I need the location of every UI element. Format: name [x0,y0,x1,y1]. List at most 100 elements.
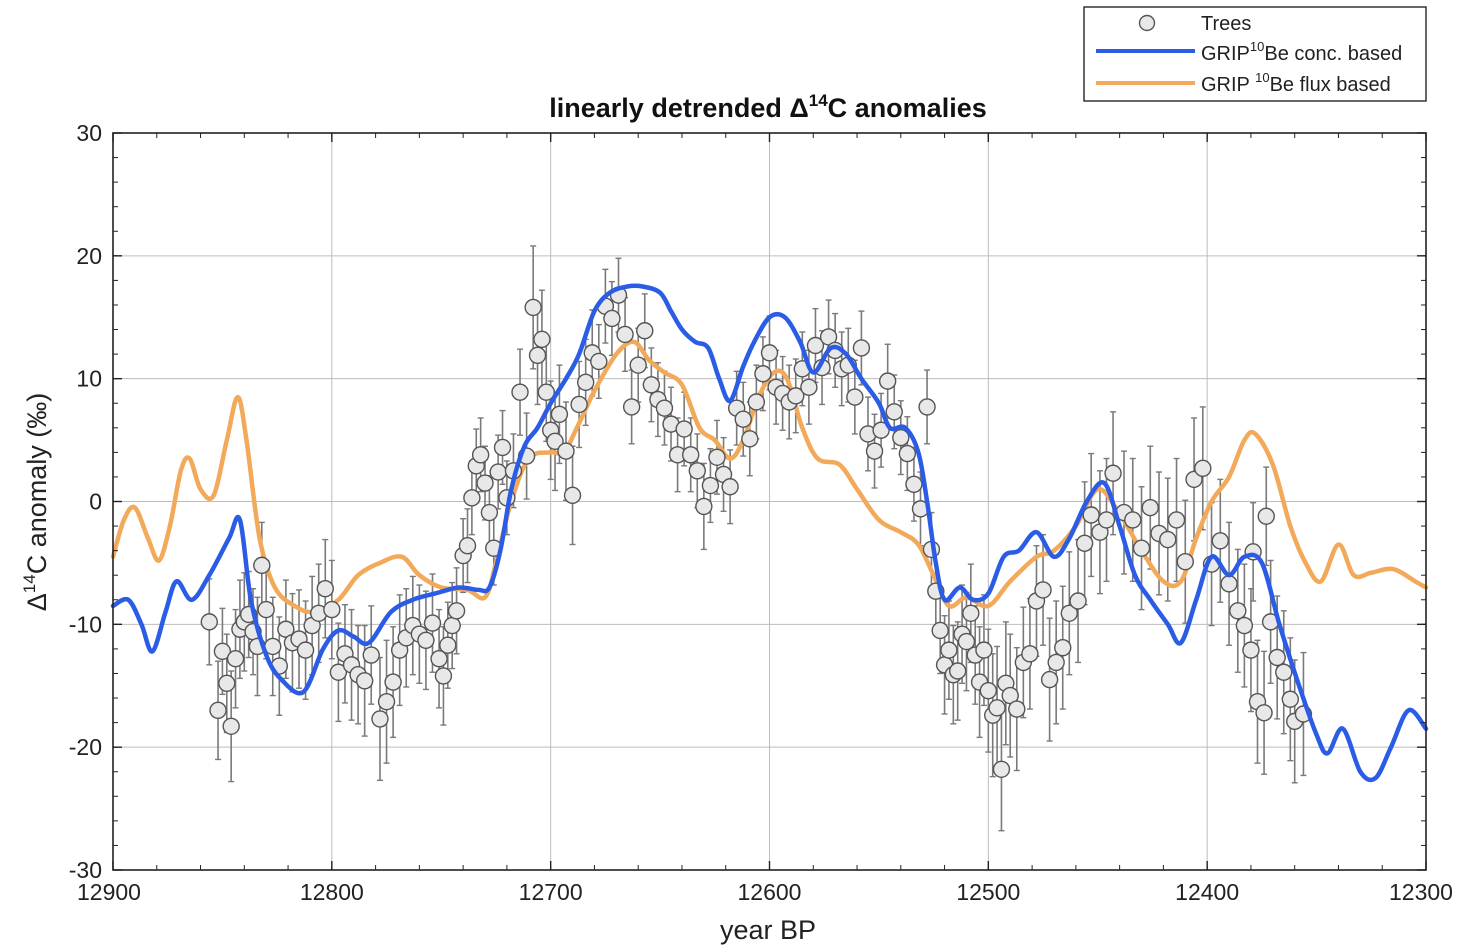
legend-label-trees: Trees [1201,13,1251,35]
tree-point [1097,511,1116,529]
tree-point [200,613,218,631]
x-tick-label: 12600 [738,879,802,905]
y-tick-label: -10 [69,611,102,637]
y-tick-label: 20 [76,243,102,269]
tree-point [918,398,936,416]
legend-label-conc: GRIP10Be conc. based [1201,39,1402,65]
tree-point [1176,552,1194,571]
x-tick-label: 12500 [956,879,1020,905]
tree-point [800,378,818,396]
title-post: C anomalies [828,93,987,123]
tree-point [1268,648,1286,667]
tree-point [1281,690,1300,708]
title-pre: linearly detrended [549,93,789,123]
x-tick-label: 12300 [1389,879,1453,905]
tree-point [1008,700,1026,718]
tree-point [329,663,348,681]
legend-flux-post: Be flux based [1270,74,1391,96]
tree-point [878,372,897,390]
y-axis-label: Δ14C anomaly (‰) [20,393,52,612]
tree-point [533,330,551,349]
tree-points [110,283,1429,783]
tree-point [1082,506,1100,524]
tree-point [537,383,555,401]
tree-point [550,405,569,423]
series-lines [110,339,1429,615]
tree-point [218,674,236,692]
tree-point [695,497,713,516]
series-line-conc [110,283,1429,783]
legend-trees-text: Trees [1201,13,1251,35]
tree-point [1257,507,1275,525]
tree-point [430,650,448,668]
tree-point [675,420,693,438]
legend-label-flux: GRIP 10Be flux based [1201,70,1391,96]
tree-point [493,438,512,457]
tree-point [642,376,661,394]
tree-point [1194,459,1212,478]
tree-point [1047,653,1065,672]
tree-point [226,650,245,668]
y-tick-label: -30 [69,857,102,883]
tree-point [570,395,588,414]
tree-point [1235,616,1254,635]
tree-point [323,600,341,619]
tree-point [787,387,805,405]
tree-point [992,760,1011,778]
tree-point [213,642,232,661]
tree-point [1034,581,1052,599]
tree-point [1060,604,1079,622]
tree-point [1132,539,1151,557]
tree-point [957,632,976,651]
tree-point [636,322,654,340]
legend-conc-sup: 10 [1250,39,1264,54]
tree-point [962,604,980,622]
tree-point [511,383,529,401]
tree-point [741,430,759,448]
tree-point [988,699,1006,717]
tree-point [576,373,595,392]
tree-point [754,365,772,383]
legend-flux-text: GRIP [1201,74,1255,96]
tree-point [222,717,240,735]
series-line-flux [110,339,1429,615]
tree-point [1167,511,1186,529]
title-sup: 14 [809,91,828,110]
tree-point [1242,641,1260,659]
tree-point [931,621,949,640]
tree-point [590,352,608,371]
tree-point [480,503,499,522]
ylabel-post: C anomaly (‰) [22,393,52,575]
axis-ticks: 12900 12800 12700 12600 12500 12400 12300 30 20 1… [69,120,1453,905]
tree-point [1255,704,1273,722]
tree-point [1021,645,1039,663]
tree-point [1040,670,1059,689]
tree-point [734,410,752,428]
tree-point [975,641,993,659]
tree-point [546,432,564,451]
tree-point [1229,602,1247,620]
ylabel-sup: 14 [20,574,39,593]
tree-point [701,476,720,495]
tree-point [905,475,923,494]
tree-point [1275,663,1293,681]
grid [112,132,1427,871]
tree-point [1124,511,1142,529]
tree-point [616,325,634,344]
y-tick-label: 10 [76,366,102,392]
tree-point [563,486,582,505]
ylabel-delta: Δ [22,593,52,611]
tree-point [1054,638,1072,657]
tree-point [721,478,739,496]
tree-point [940,641,958,659]
tree-point [257,600,275,619]
tree-point [1211,532,1229,550]
tree-point [434,667,453,685]
tree-point [296,641,315,659]
tree-point [682,446,700,464]
legend-marker-trees [1138,14,1156,32]
tree-point [806,336,825,355]
tree-point [371,710,389,728]
